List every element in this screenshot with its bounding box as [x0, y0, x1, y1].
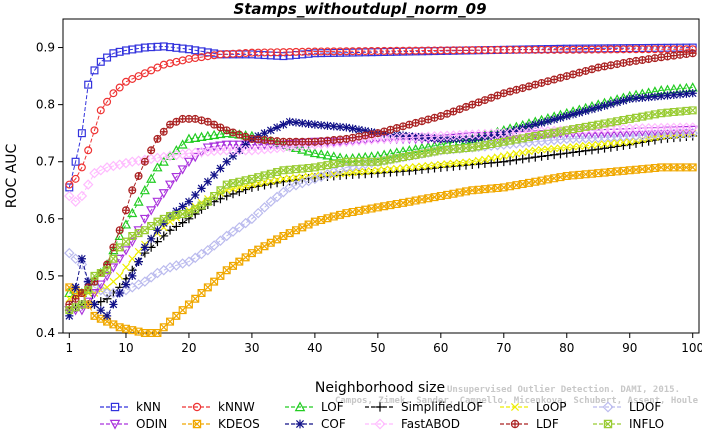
- legend-marker: [602, 401, 614, 413]
- legend-marker: [192, 402, 202, 412]
- watermark-line-1: Unsupervised Outlier Detection. DAMI, 20…: [447, 384, 680, 395]
- legend-item-simplifiedlof: SimplifiedLOF: [365, 400, 483, 414]
- legend-label: LOF: [321, 400, 344, 414]
- legend-item-ldof: LDOF: [593, 400, 661, 414]
- series-markers-kdeos: [65, 163, 697, 337]
- series-kdeos: [65, 163, 697, 337]
- series-ldf: [65, 49, 697, 309]
- legend-marker: [374, 418, 386, 430]
- legend-label: SimplifiedLOF: [401, 400, 483, 414]
- series-knnw: [65, 45, 697, 189]
- legend-item-fastabod: FastABOD: [365, 417, 460, 431]
- series-markers-knnw: [65, 45, 697, 189]
- y-tick-label: 0.4: [36, 326, 55, 340]
- plot-area: [64, 42, 698, 337]
- legend-item-knnw: kNNW: [182, 400, 255, 414]
- legend-marker: [603, 419, 613, 429]
- legend-item-cof: COF: [285, 417, 346, 431]
- series-markers-ldf: [65, 49, 697, 309]
- x-tick-label: 10: [118, 341, 133, 355]
- legend-label: FastABOD: [401, 417, 460, 431]
- plot-frame: [62, 18, 700, 334]
- series-line-kdeos: [69, 166, 693, 334]
- legend: kNN kNNW LOF SimplifiedLOF LoOP LDOF ODIN KDEOS…: [100, 400, 664, 431]
- x-tick-label: 100: [681, 341, 702, 355]
- x-tick-label: 20: [181, 341, 196, 355]
- legend-marker: [192, 419, 202, 429]
- y-tick-label: 0.9: [36, 41, 55, 55]
- legend-item-loop: LoOP: [500, 400, 567, 414]
- legend-marker: [375, 402, 385, 412]
- legend-label: COF: [321, 417, 346, 431]
- legend-label: kNNW: [218, 400, 255, 414]
- legend-label: KDEOS: [218, 417, 260, 431]
- x-axis: 1 10 20 30 40 50 60 70 80 90 100: [65, 333, 702, 355]
- legend-marker: [294, 401, 306, 412]
- legend-label: kNN: [136, 400, 161, 414]
- series-markers-fastabod: [64, 122, 698, 207]
- x-tick-label: 40: [307, 341, 322, 355]
- legend-item-odin: ODIN: [100, 417, 167, 431]
- legend-marker: [510, 402, 520, 412]
- legend-marker: [510, 419, 520, 429]
- x-tick-label: 50: [370, 341, 385, 355]
- chart-title: Stamps_withoutdupl_norm_09: [233, 0, 486, 18]
- series-markers-inflo: [65, 106, 697, 315]
- watermark-line-2: Campos, Zimek, Sander, Campello, Micenko…: [335, 395, 699, 406]
- series-ldof: [64, 127, 698, 299]
- y-tick-label: 0.5: [36, 269, 55, 283]
- legend-item-kdeos: KDEOS: [182, 417, 260, 431]
- legend-marker: [109, 419, 121, 430]
- y-axis: 0.4 0.5 0.6 0.7 0.8 0.9: [36, 41, 63, 340]
- x-tick-label: 90: [622, 341, 637, 355]
- legend-label: LDOF: [629, 400, 661, 414]
- x-tick-label: 30: [244, 341, 259, 355]
- series-inflo: [65, 106, 697, 315]
- legend-label: LoOP: [536, 400, 567, 414]
- y-tick-label: 0.6: [36, 212, 55, 226]
- legend-label: ODIN: [136, 417, 167, 431]
- legend-label: INFLO: [629, 417, 664, 431]
- legend-item-lof: LOF: [285, 400, 344, 414]
- x-tick-label: 80: [559, 341, 574, 355]
- x-tick-label: 1: [65, 341, 73, 355]
- y-tick-label: 0.8: [36, 98, 55, 112]
- x-tick-label: 60: [433, 341, 448, 355]
- legend-item-inflo: INFLO: [593, 417, 664, 431]
- x-axis-label: Neighborhood size: [315, 380, 445, 396]
- y-tick-label: 0.7: [36, 155, 55, 169]
- legend-item-knn: kNN: [100, 400, 161, 414]
- legend-marker: [110, 402, 120, 412]
- x-tick-label: 70: [496, 341, 511, 355]
- legend-item-ldf: LDF: [500, 417, 559, 431]
- legend-label: LDF: [536, 417, 559, 431]
- y-axis-label: ROC AUC: [4, 143, 20, 208]
- series-fastabod: [64, 122, 698, 207]
- legend-marker: [295, 419, 305, 429]
